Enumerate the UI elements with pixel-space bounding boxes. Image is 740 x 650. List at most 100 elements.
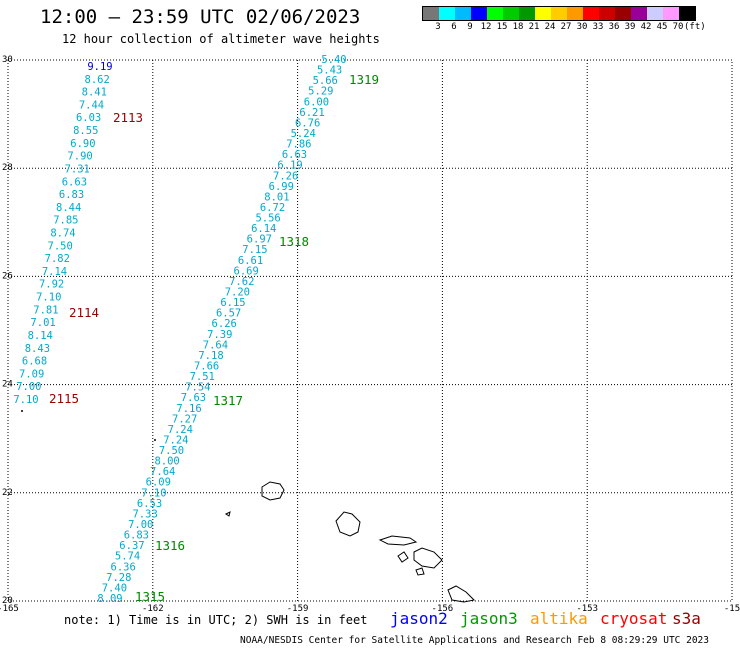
island-lanai — [397, 551, 409, 563]
wave-height-value: 7.50 — [48, 240, 73, 252]
pass-number-label: 2114 — [69, 305, 99, 320]
wave-height-value: 7.51 — [190, 371, 215, 383]
wave-height-value: 6.83 — [124, 530, 149, 542]
wave-height-value: 5.40 — [321, 54, 346, 66]
track-dot — [154, 439, 156, 441]
wave-height-value: 6.99 — [269, 181, 294, 193]
colorbar-swatch — [583, 7, 599, 20]
satellite-legend-item: s3a — [672, 609, 701, 628]
colorbar-label: 70 — [672, 22, 684, 32]
wave-height-value: 7.28 — [106, 572, 131, 584]
wave-height-value: 6.63 — [282, 149, 307, 161]
island-kahoolawe — [415, 567, 425, 576]
colorbar-swatch — [423, 7, 439, 20]
wave-height-value: 7.66 — [194, 360, 219, 372]
wave-height-value: 7.14 — [42, 266, 67, 278]
wave-height-value: 7.54 — [185, 382, 210, 394]
wave-height-value: 8.44 — [56, 202, 81, 214]
wave-height-value: 6.37 — [119, 540, 144, 552]
colorbar-label: 24 — [544, 22, 556, 32]
footer-credit: NOAA/NESDIS Center for Satellite Applica… — [240, 635, 709, 646]
pass-number-label: 1317 — [213, 393, 243, 408]
colorbar-label: 27 — [560, 22, 572, 32]
hawaiian-islands — [225, 481, 476, 603]
wave-height-value: 7.18 — [198, 350, 223, 362]
track-dot — [21, 410, 23, 412]
pass-number-label: 1316 — [155, 538, 185, 553]
figure-subtitle: 12 hour collection of altimeter wave hei… — [62, 32, 380, 46]
colorbar-swatch — [567, 7, 583, 20]
colorbar-label: 15 — [496, 22, 508, 32]
colorbar-swatch — [455, 7, 471, 20]
wave-height-value: 7.01 — [30, 317, 55, 329]
wave-height-value: 7.92 — [39, 279, 64, 291]
colorbar-swatch — [519, 7, 535, 20]
lon-tick-label: -15 — [724, 604, 740, 614]
wave-height-value: 6.68 — [22, 356, 47, 368]
wave-height-value: 7.50 — [159, 445, 184, 457]
colorbar-label: 33 — [592, 22, 604, 32]
wave-height-value: 7.27 — [172, 413, 197, 425]
wave-height-value: 7.33 — [132, 508, 157, 520]
colorbar-swatch — [599, 7, 615, 20]
wave-height-value: 7.16 — [176, 403, 201, 415]
map-grid — [7, 59, 733, 602]
wave-height-value: 7.39 — [207, 329, 232, 341]
pass-number-label: 1318 — [279, 234, 309, 249]
pass-number-label: 2113 — [113, 110, 143, 125]
map-frame — [7, 59, 733, 602]
island-niihau — [225, 511, 231, 517]
colorbar-label: 39 — [624, 22, 636, 32]
island-molokai — [378, 535, 418, 546]
colorbar-label: 36 — [608, 22, 620, 32]
colorbar-swatch — [615, 7, 631, 20]
wave-height-value: 7.10 — [13, 394, 38, 406]
lat-tick-label: 26 — [2, 271, 13, 281]
wave-height-value: 6.97 — [247, 234, 272, 246]
colorbar-label: 12 — [480, 22, 492, 32]
satellite-legend-item: altika — [530, 609, 588, 628]
satellite-legend-item: cryosat — [600, 609, 668, 628]
wave-height-value: 6.15 — [220, 297, 245, 309]
wave-height-value: 6.00 — [304, 96, 329, 108]
island-kauai — [261, 481, 285, 501]
colorbar-label: 45 — [656, 22, 668, 32]
wave-height-value: 6.03 — [76, 112, 101, 124]
colorbar-swatch — [679, 7, 695, 20]
wave-height-value: 6.14 — [251, 223, 276, 235]
colorbar-swatch — [487, 7, 503, 20]
colorbar-swatch — [551, 7, 567, 20]
colorbar-swatch — [631, 7, 647, 20]
altimeter-tracks: 9.198.628.417.446.038.556.907.907.316.63… — [13, 54, 346, 605]
pass-number-label: 2115 — [49, 391, 79, 406]
wave-height-value: 7.10 — [141, 487, 166, 499]
wave-height-value: 8.09 — [97, 593, 122, 605]
wave-height-value: 7.31 — [65, 163, 90, 175]
colorbar-label: 30 — [576, 22, 588, 32]
wave-height-value: 5.74 — [115, 551, 140, 563]
wave-height-value: 7.00 — [128, 519, 153, 531]
wave-height-value: 7.81 — [33, 304, 58, 316]
island-hawaii — [447, 585, 476, 603]
colorbar-label: (ft) — [684, 22, 706, 32]
colorbar-swatch — [439, 7, 455, 20]
wave-height-value: 6.76 — [295, 117, 320, 129]
colorbar-label: 21 — [528, 22, 540, 32]
colorbar-label: 9 — [467, 22, 473, 32]
wave-height-value: 9.19 — [87, 61, 112, 73]
wave-height-value: 6.57 — [216, 308, 241, 320]
wave-height-value: 7.85 — [53, 215, 78, 227]
lon-tick-label: -153 — [576, 604, 598, 614]
colorbar-swatch — [535, 7, 551, 20]
lon-tick-label: -165 — [0, 604, 19, 614]
wave-height-value: 7.24 — [163, 434, 188, 446]
wave-height-value: 7.82 — [45, 253, 70, 265]
footer-note: note: 1) Time is in UTC; 2) SWH is in fe… — [64, 613, 368, 627]
pass-number-label: 1315 — [135, 589, 165, 604]
island-oahu — [335, 511, 361, 537]
colorbar-label: 6 — [451, 22, 457, 32]
wave-height-value: 6.83 — [59, 189, 84, 201]
colorbar-swatch — [663, 7, 679, 20]
wave-height-value: 6.63 — [62, 176, 87, 188]
